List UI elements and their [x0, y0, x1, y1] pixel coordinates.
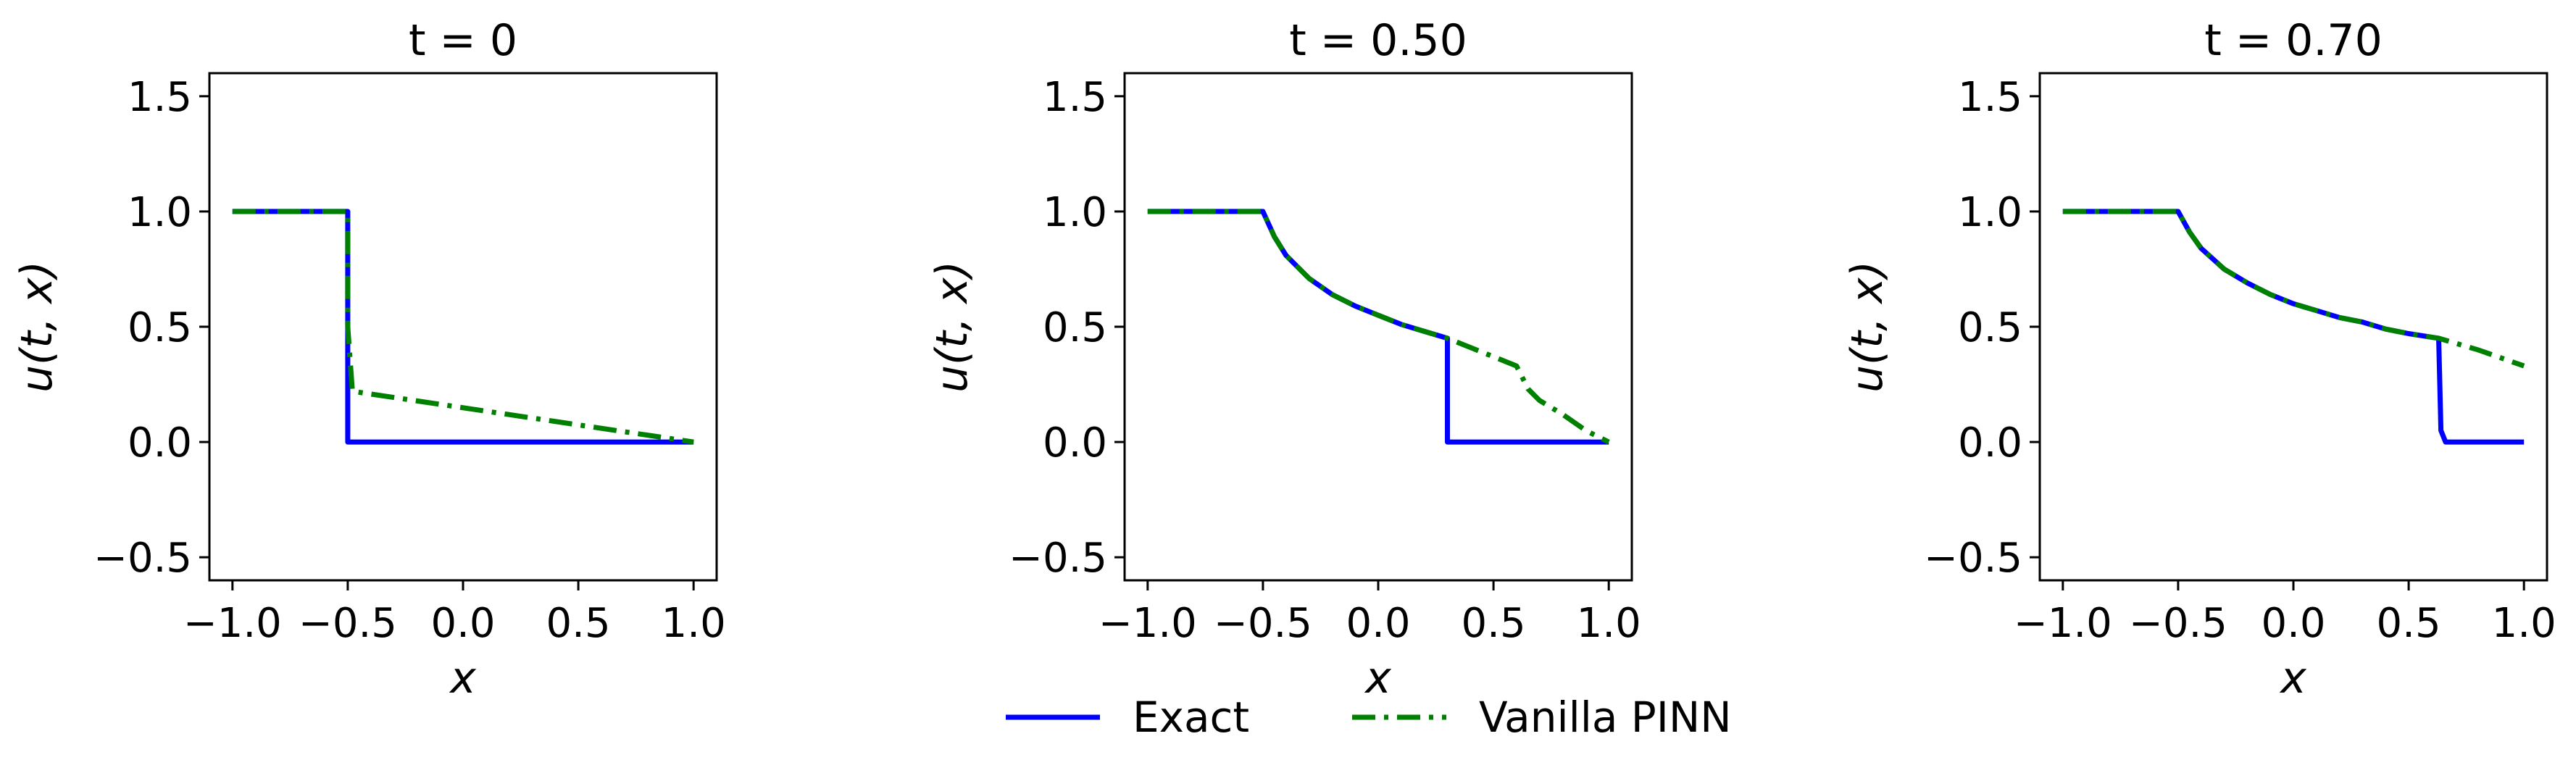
y-tick-label: 1.5	[1043, 74, 1107, 121]
y-tick-label: 0.0	[128, 419, 192, 467]
x-tick-label: −0.5	[299, 600, 397, 647]
y-tick-label: −0.5	[1009, 535, 1107, 582]
series-line-exact	[1147, 209, 1609, 445]
legend-item-exact: Exact	[1006, 693, 1249, 742]
y-tick-label: 1.5	[128, 74, 192, 121]
x-tick-label: 0.5	[1462, 600, 1526, 647]
y-tick-label: 0.5	[1043, 304, 1107, 351]
y-tick-label: −0.5	[1924, 535, 2022, 582]
y-tick-label: 0.0	[1043, 419, 1107, 467]
x-tick-label: −0.5	[2129, 600, 2227, 647]
y-axis-label: u(t, x)	[12, 261, 62, 393]
x-tick-label: −1.0	[1099, 600, 1197, 647]
y-tick-label: 1.0	[1043, 189, 1107, 236]
x-tick-label: 0.5	[2377, 600, 2441, 647]
panels: −1.0 −0.5 0.0 0.5 1.0 −0.5 0.0 0.5 1.0 1.5 t = 0 x u…	[12, 15, 2556, 703]
x-tick-label: 0.0	[2261, 600, 2325, 647]
x-tick-label: 0.0	[1346, 600, 1410, 647]
plot-frame	[208, 72, 718, 582]
x-tick-label: −1.0	[2014, 600, 2112, 647]
series-group	[2062, 209, 2525, 445]
x-tick-label: 0.5	[546, 600, 611, 647]
y-tick-label: 0.5	[128, 304, 192, 351]
x-tick-label: 1.0	[1577, 600, 1641, 647]
x-tick-label: 0.0	[430, 600, 495, 647]
y-tick-label: 0.0	[1958, 419, 2022, 467]
series-group	[1147, 209, 1610, 445]
y-axis-label: u(t, x)	[1842, 261, 1893, 393]
legend-label: Exact	[1133, 693, 1249, 742]
x-tick-label: 1.0	[2492, 600, 2556, 647]
series-line-vanilla-pinn	[2062, 209, 2525, 369]
y-tick-label: 1.0	[1958, 189, 2022, 236]
legend-label: Vanilla PINN	[1479, 693, 1732, 742]
y-tick-label: 0.5	[1958, 304, 2022, 351]
legend-item-vanilla-pinn: Vanilla PINN	[1352, 693, 1732, 742]
panel-title: t = 0.70	[2204, 15, 2383, 66]
y-tick-label: −0.5	[93, 535, 192, 582]
y-axis-label: u(t, x)	[927, 261, 978, 393]
y-tick-label: 1.5	[1958, 74, 2022, 121]
series-group	[232, 209, 694, 445]
x-axis-label: x	[449, 653, 476, 703]
y-tick-label: 1.0	[128, 189, 192, 236]
plot-frame	[2038, 72, 2548, 582]
series-line-vanilla-pinn	[232, 209, 694, 445]
panel-2: −1.0 −0.5 0.0 0.5 1.0 −0.5 0.0 0.5 1.0 1.5 t = 0.5…	[927, 15, 1641, 703]
panel-title: t = 0.50	[1289, 15, 1467, 66]
panel-1: −1.0 −0.5 0.0 0.5 1.0 −0.5 0.0 0.5 1.0 1.5 t = 0 x u…	[12, 15, 726, 703]
plot-frame	[1123, 72, 1633, 582]
panel-title: t = 0	[409, 15, 517, 66]
x-axis-label: x	[2279, 653, 2306, 703]
x-tick-label: 1.0	[662, 600, 726, 647]
panel-3: −1.0 −0.5 0.0 0.5 1.0 −0.5 0.0 0.5 1.0 1.5 t = 0.7…	[1842, 15, 2556, 703]
x-tick-label: −1.0	[183, 600, 282, 647]
x-axis-label: x	[1364, 653, 1391, 703]
series-line-exact	[2062, 209, 2525, 445]
series-line-vanilla-pinn	[1147, 209, 1610, 445]
x-tick-label: −0.5	[1214, 600, 1312, 647]
legend: Exact Vanilla PINN	[1006, 693, 1732, 742]
